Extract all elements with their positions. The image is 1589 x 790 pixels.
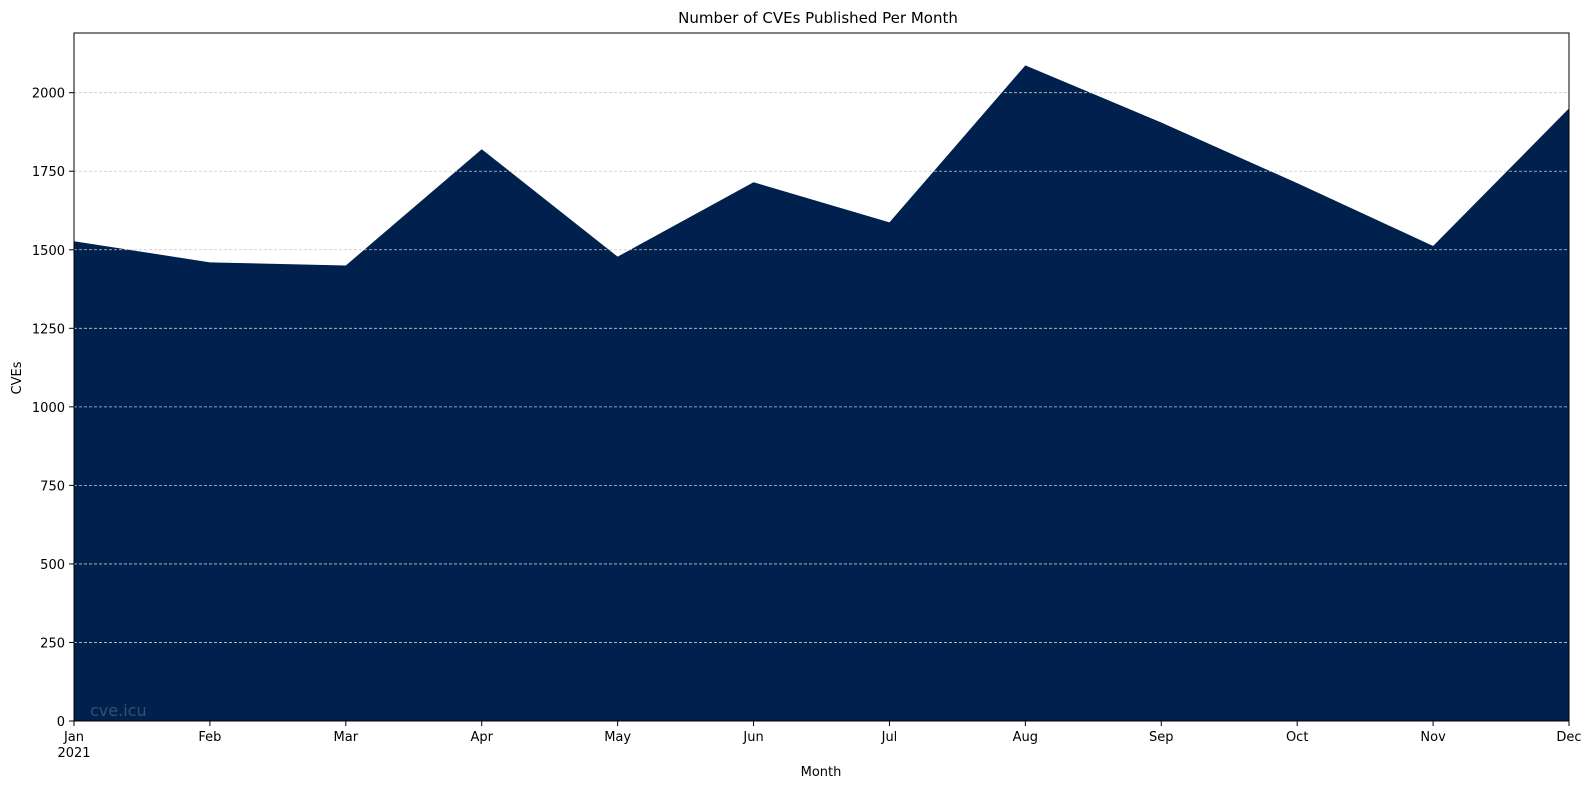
watermark-text: cve.icu [90, 701, 147, 720]
x-tick-label-aug: Aug [1013, 730, 1038, 745]
plot-area [73, 65, 1570, 722]
y-tick-label: 500 [40, 558, 65, 573]
x-tick-label-oct: Oct [1286, 730, 1308, 745]
x-tick-label-may: May [604, 730, 631, 745]
y-tick-label: 2000 [32, 87, 65, 102]
x-year-label: 2021 [57, 746, 90, 761]
x-tick-label-jul: Jul [881, 730, 898, 745]
x-axis-label: Month [801, 765, 842, 780]
x-tick-label-apr: Apr [470, 730, 493, 745]
y-tick-label: 0 [57, 715, 65, 730]
x-tick-label-nov: Nov [1420, 730, 1446, 745]
y-tick-label: 1500 [32, 244, 65, 259]
x-tick-label-dec: Dec [1556, 730, 1581, 745]
x-axis: Jan Feb Mar Apr May Jun Jul Aug Sep Oct Nov Dec [63, 721, 1582, 745]
area-series [74, 65, 1569, 722]
y-tick-label: 1000 [32, 401, 65, 416]
x-tick-label-jan: Jan [63, 730, 84, 745]
y-tick-label: 250 [40, 636, 65, 651]
y-axis-label: CVEs [10, 361, 25, 394]
y-axis: 0 250 500 750 1000 1250 1500 1750 2000 [32, 87, 74, 730]
y-tick-label: 750 [40, 479, 65, 494]
y-tick-label: 1750 [32, 165, 65, 180]
y-tick-label: 1250 [32, 322, 65, 337]
x-tick-label-sep: Sep [1149, 730, 1174, 745]
chart-title: Number of CVEs Published Per Month [678, 9, 958, 27]
x-tick-label-feb: Feb [198, 730, 221, 745]
plot-frame [73, 32, 1570, 722]
x-tick-label-jun: Jun [742, 730, 763, 745]
gridlines [74, 92, 1569, 643]
x-tick-label-mar: Mar [334, 730, 359, 745]
